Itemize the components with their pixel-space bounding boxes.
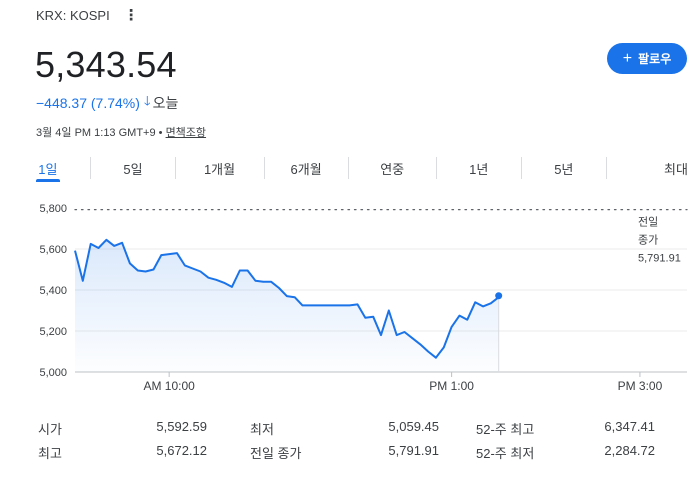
- stat-value: 6,347.41: [604, 418, 655, 434]
- disclaimer-link[interactable]: 면책조항: [165, 127, 207, 139]
- tab-label: 최대: [664, 161, 688, 177]
- previous-close-value: 5,791.91: [638, 253, 681, 265]
- change-period: 오늘: [152, 95, 179, 111]
- price-change: −448.37 (7.74%) 🡓 오늘: [36, 92, 178, 114]
- timestamp: 3월 4일 PM 1:13 GMT+9 • 면책조항: [36, 124, 206, 140]
- ticker-symbol: KRX: KOSPI: [36, 8, 110, 23]
- price-line: [74, 238, 500, 359]
- stat-value: 5,059.45: [388, 418, 439, 434]
- x-tick-label: PM 1:00: [429, 379, 474, 393]
- previous-close-label: 전일: [638, 215, 658, 229]
- stat-prev-close: 전일 종가 5,791.91: [250, 443, 476, 462]
- tab-label: 1개월: [203, 161, 236, 177]
- y-tick-label: 5,000: [39, 367, 67, 379]
- tab-divider: [520, 157, 522, 179]
- change-value: −448.37 (7.74%): [36, 95, 140, 111]
- tab-5d[interactable]: 5일: [91, 152, 174, 184]
- tab-label: 1년: [469, 161, 489, 177]
- x-tick-label: AM 10:00: [143, 379, 195, 393]
- tab-label: 1일: [38, 161, 58, 177]
- tab-max[interactable]: 최대: [607, 152, 688, 184]
- tab-1d[interactable]: 1일: [36, 152, 60, 184]
- stat-value: 5,791.91: [388, 442, 439, 458]
- tab-1m[interactable]: 1개월: [176, 152, 264, 184]
- price-area: [75, 239, 499, 372]
- tab-ytd[interactable]: 연중: [349, 152, 436, 184]
- stat-value: 2,284.72: [604, 442, 655, 458]
- stat-label: 최저: [250, 421, 274, 437]
- stat-52w-high: 52-주 최고 6,347.41: [476, 419, 658, 438]
- range-tabs: 1일 5일 1개월 6개월 연중 1년 5년 최대: [36, 152, 688, 184]
- follow-label: 팔로우: [638, 52, 672, 66]
- tab-divider: [174, 157, 176, 179]
- last-price-dot: [495, 292, 503, 300]
- y-tick-label: 5,800: [39, 203, 67, 215]
- current-price: 5,343.54: [35, 44, 177, 85]
- tab-label: 5년: [554, 161, 574, 177]
- plus-icon: +: [622, 49, 633, 67]
- stats-row: 최고 5,672.12 전일 종가 5,791.91 52-주 최저 2,284…: [38, 440, 658, 464]
- stat-label: 52-주 최저: [476, 445, 535, 461]
- stat-low: 최저 5,059.45: [250, 419, 476, 438]
- stat-label: 전일 종가: [250, 445, 302, 461]
- stat-high: 최고 5,672.12: [38, 443, 250, 462]
- y-tick-label: 5,400: [39, 285, 67, 297]
- ticker-header: KRX: KOSPI ⋮: [36, 8, 139, 23]
- stat-open: 시가 5,592.59: [38, 419, 250, 438]
- more-options-icon[interactable]: ⋮: [123, 7, 139, 24]
- tab-6m[interactable]: 6개월: [265, 152, 348, 184]
- stat-value: 5,592.59: [156, 418, 207, 434]
- x-tick-label: PM 3:00: [618, 379, 663, 393]
- tab-label: 6개월: [290, 161, 322, 177]
- tab-5y[interactable]: 5년: [522, 152, 606, 184]
- stat-52w-low: 52-주 최저 2,284.72: [476, 443, 658, 462]
- follow-button[interactable]: + 팔로우: [607, 43, 687, 74]
- previous-close-label: 종가: [638, 234, 658, 247]
- tab-divider: [605, 157, 607, 179]
- stat-label: 52-주 최고: [476, 421, 535, 437]
- stat-label: 시가: [38, 421, 62, 437]
- tab-divider: [435, 157, 437, 179]
- stat-label: 최고: [38, 445, 62, 461]
- y-tick-label: 5,600: [39, 244, 67, 256]
- tab-label: 5일: [123, 161, 143, 177]
- y-tick-label: 5,200: [39, 326, 67, 338]
- arrow-down-icon: 🡓: [143, 93, 151, 108]
- stat-value: 5,672.12: [156, 442, 207, 458]
- tab-1y[interactable]: 1년: [437, 152, 521, 184]
- timestamp-text: 3월 4일 PM 1:13 GMT+9 •: [36, 127, 166, 139]
- stats-table: 시가 5,592.59 최저 5,059.45 52-주 최고 6,347.41…: [38, 416, 658, 464]
- stats-row: 시가 5,592.59 최저 5,059.45 52-주 최고 6,347.41: [38, 416, 658, 440]
- tab-label: 연중: [380, 161, 405, 177]
- tab-divider: [90, 157, 92, 179]
- tab-divider: [263, 157, 265, 179]
- tab-divider: [347, 157, 349, 179]
